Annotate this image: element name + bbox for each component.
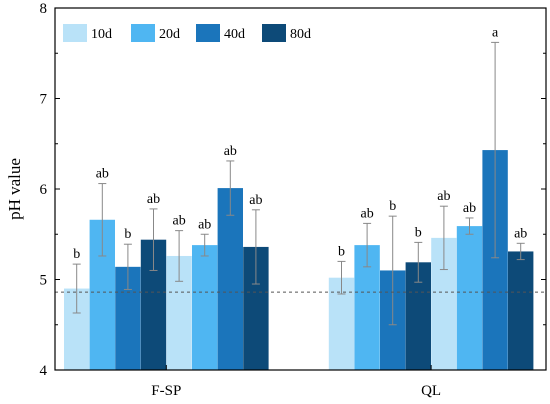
y-tick-label: 6 [40, 182, 48, 198]
significance-label: b [338, 244, 345, 259]
significance-label: ab [224, 144, 237, 159]
legend-swatch [262, 24, 286, 42]
y-axis-title: pH value [5, 158, 24, 220]
x-axis-ticks: F-SP QL [151, 365, 441, 399]
legend-label: 20d [159, 27, 180, 42]
significance-label: b [415, 225, 422, 240]
significance-label: ab [360, 206, 373, 221]
error-bars-layer [72, 41, 525, 326]
significance-label: ab [463, 201, 476, 216]
significance-label: ab [96, 167, 109, 182]
significance-label: ab [147, 192, 160, 207]
y-tick-label: 5 [40, 273, 48, 289]
y-axis-ticks: 4 5 6 7 8 [40, 1, 546, 379]
significance-label: b [124, 227, 131, 242]
legend-label: 40d [224, 27, 245, 42]
significance-label: b [73, 247, 80, 262]
legend-label: 80d [290, 27, 311, 42]
bar-40d [217, 188, 243, 370]
bars-layer [64, 150, 534, 370]
bar-20d [192, 245, 218, 370]
significance-label: ab [437, 189, 450, 204]
significance-label: ab [514, 226, 527, 241]
legend-label: 10d [91, 27, 112, 42]
significance-label: ab [198, 217, 211, 232]
legend-swatch [63, 24, 87, 42]
x-tick-label: QL [421, 383, 441, 399]
significance-label: ab [249, 193, 262, 208]
y-tick-label: 4 [40, 363, 48, 379]
significance-label: ab [172, 214, 185, 229]
significance-label: a [492, 25, 499, 40]
bar-80d [508, 251, 534, 370]
bar-20d [456, 226, 483, 370]
significance-label: b [389, 199, 396, 214]
y-tick-label: 8 [40, 1, 48, 17]
y-tick-label: 7 [40, 92, 48, 108]
legend-swatch [196, 24, 220, 42]
legend: 10d 20d 40d 80d [63, 24, 311, 42]
x-tick-label: F-SP [151, 383, 181, 399]
legend-swatch [131, 24, 155, 42]
